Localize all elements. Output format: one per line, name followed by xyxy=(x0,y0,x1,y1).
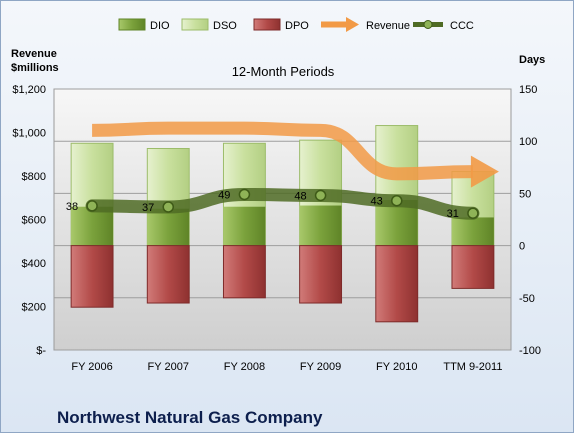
bar-dpo xyxy=(70,245,114,308)
legend: DIO DSO DPO Revenue CCC xyxy=(118,17,474,32)
legend-label-ccc: CCC xyxy=(450,20,474,32)
bar-dpo xyxy=(222,245,266,299)
left-tick-label: $1,000 xyxy=(12,128,46,140)
right-tick-label: 100 xyxy=(519,136,537,148)
legend-arrowhead-revenue xyxy=(346,17,359,32)
ccc-marker xyxy=(467,207,479,219)
x-tick-label: FY 2010 xyxy=(376,361,417,373)
axis-labels-group: $- $200 $400 $600 $800 $1,000 $1,200 -100 -50 0 50… xyxy=(12,84,541,373)
right-tick-label: 150 xyxy=(519,84,537,96)
left-tick-label: $1,200 xyxy=(12,84,46,96)
left-tick-label: $200 xyxy=(22,302,46,314)
bar-dio xyxy=(71,206,114,246)
left-tick-label: $800 xyxy=(22,171,46,183)
revenue-arrowhead xyxy=(470,155,499,188)
left-axis-label-line2: $millions xyxy=(11,62,59,74)
ccc-marker xyxy=(238,188,251,201)
left-axis-label-line1: Revenue xyxy=(11,48,57,60)
legend-label-dso: DSO xyxy=(213,20,237,32)
x-tick-label: FY 2008 xyxy=(224,361,265,373)
gridlines xyxy=(54,88,511,351)
legend-swatch-dpo xyxy=(253,18,281,31)
company-name: Northwest Natural Gas Company xyxy=(57,408,323,427)
revenue-arrow-group xyxy=(92,121,499,188)
ccc-data-label: 49 xyxy=(218,189,230,201)
ccc-line-group: 38 37 49 48 43 31 xyxy=(66,187,480,220)
legend-swatch-dso xyxy=(181,18,209,31)
ccc-marker xyxy=(314,189,327,202)
ccc-marker xyxy=(162,201,174,213)
bar-dio xyxy=(451,217,494,246)
bar-dio xyxy=(299,205,342,246)
left-tick-label: $- xyxy=(36,345,46,357)
x-tick-label: FY 2007 xyxy=(148,361,189,373)
ccc-data-label: 48 xyxy=(294,190,306,202)
left-tick-label: $600 xyxy=(22,215,46,227)
chart-title: 12-Month Periods xyxy=(232,64,335,79)
right-tick-label: -50 xyxy=(519,293,535,305)
right-tick-label: 50 xyxy=(519,188,531,200)
bar-dpo xyxy=(299,245,343,304)
bar-dpo xyxy=(375,245,419,323)
ccc-data-label: 37 xyxy=(142,202,154,214)
bar-dpo xyxy=(146,245,190,304)
ccc-data-label: 38 xyxy=(66,201,78,213)
right-axis-label: Days xyxy=(519,54,545,66)
legend-swatch-dio xyxy=(118,18,146,31)
legend-label-revenue: Revenue xyxy=(366,20,410,32)
x-tick-label: FY 2009 xyxy=(300,361,341,373)
revenue-line xyxy=(92,121,473,181)
legend-marker-ccc xyxy=(423,20,433,29)
legend-label-dpo: DPO xyxy=(285,20,309,32)
ccc-marker xyxy=(391,194,403,207)
legend-label-dio: DIO xyxy=(150,20,170,32)
bar-dio xyxy=(147,208,190,246)
x-tick-label: FY 2006 xyxy=(71,361,112,373)
bar-dpo xyxy=(451,245,495,289)
x-tick-label: TTM 9-2011 xyxy=(443,361,502,373)
right-tick-label: -100 xyxy=(519,345,541,357)
right-tick-label: 0 xyxy=(519,241,525,253)
bar-dio xyxy=(223,206,266,246)
left-tick-label: $400 xyxy=(22,258,46,270)
ccc-marker xyxy=(86,200,98,212)
ccc-data-label: 43 xyxy=(371,196,383,208)
ccc-data-label: 31 xyxy=(447,208,459,220)
